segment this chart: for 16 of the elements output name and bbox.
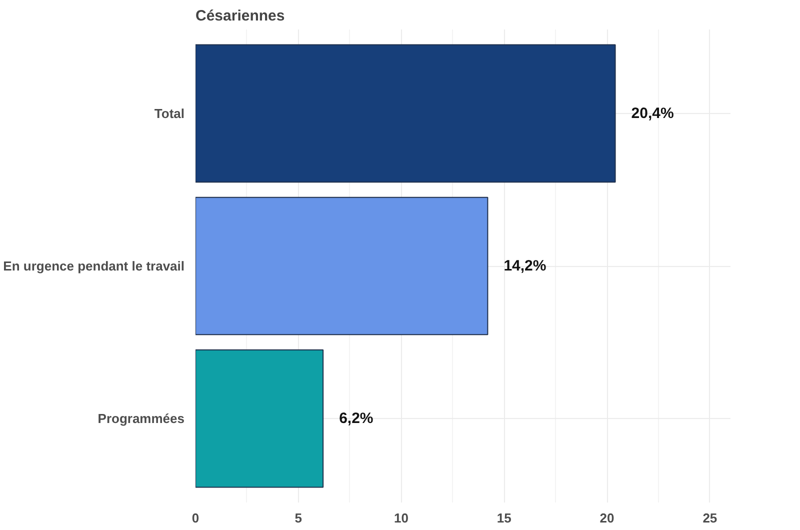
y-tick-label: En urgence pendant le travail	[3, 258, 184, 274]
bar	[196, 44, 616, 183]
y-tick-label: Total	[154, 106, 185, 121]
x-tick-label: 15	[496, 510, 512, 526]
x-tick-label: 10	[394, 510, 409, 526]
data-label: 20,4%	[631, 104, 674, 122]
bar	[196, 349, 324, 488]
x-tick-label: 20	[600, 510, 614, 526]
chart-title: Césariennes	[196, 8, 285, 24]
bar	[196, 196, 488, 336]
x-tick-label: 5	[294, 510, 302, 526]
data-label: 6,2%	[339, 410, 374, 428]
data-label: 14,2%	[504, 258, 546, 274]
x-tick-label: 0	[192, 510, 200, 526]
x-tick-label: 25	[702, 510, 718, 526]
y-tick-label: Programmées	[98, 411, 185, 426]
